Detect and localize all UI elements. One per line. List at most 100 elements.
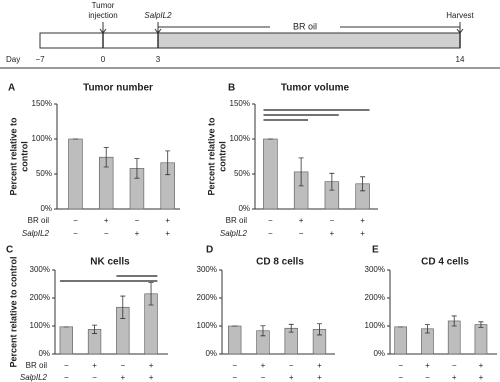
condition-marker: + bbox=[92, 361, 97, 370]
condition-marker: − bbox=[425, 373, 430, 382]
condition-marker: − bbox=[452, 361, 457, 370]
condition-marker: + bbox=[452, 373, 457, 382]
error-bar bbox=[103, 147, 109, 168]
y-tick-label: 100% bbox=[32, 134, 52, 143]
y-tick-label: 300% bbox=[365, 265, 385, 274]
condition-marker: + bbox=[261, 361, 266, 370]
error-bar bbox=[134, 158, 140, 179]
error-bar bbox=[329, 172, 335, 191]
panel-letter: E bbox=[372, 245, 379, 256]
error-bar bbox=[360, 176, 366, 192]
day-label: 0 bbox=[101, 55, 106, 64]
y-tick-label: 50% bbox=[36, 169, 52, 178]
condition-marker: + bbox=[317, 373, 322, 382]
condition-marker: − bbox=[92, 373, 97, 382]
row-label: BR oil bbox=[28, 216, 50, 225]
y-tick-label: 0% bbox=[238, 204, 250, 213]
row-label: SalpIL2 bbox=[220, 229, 248, 238]
y-axis-label: Percent relative to bbox=[8, 117, 18, 196]
condition-marker: + bbox=[135, 229, 140, 238]
condition-marker: − bbox=[398, 373, 403, 382]
bar bbox=[474, 324, 488, 355]
condition-marker: − bbox=[64, 373, 69, 382]
condition-marker: + bbox=[120, 373, 125, 382]
condition-marker: + bbox=[317, 361, 322, 370]
chart-title: Tumor volume bbox=[281, 83, 350, 94]
condition-marker: + bbox=[165, 216, 170, 225]
error-bar bbox=[148, 282, 154, 306]
event-label: Harvest bbox=[446, 11, 474, 20]
condition-marker: + bbox=[104, 216, 109, 225]
day-label: 14 bbox=[456, 55, 465, 64]
condition-marker: − bbox=[104, 229, 109, 238]
chart-title: NK cells bbox=[90, 257, 130, 268]
condition-marker: + bbox=[149, 361, 154, 370]
condition-marker: + bbox=[479, 361, 484, 370]
condition-marker: + bbox=[425, 361, 430, 370]
panel-letter: A bbox=[8, 83, 15, 94]
condition-marker: + bbox=[360, 229, 365, 238]
condition-marker: − bbox=[289, 361, 294, 370]
error-bar bbox=[120, 295, 126, 319]
condition-marker: − bbox=[232, 361, 237, 370]
timeline-axis-label: Day bbox=[6, 55, 20, 64]
condition-marker: + bbox=[149, 373, 154, 382]
row-label: BR oil bbox=[26, 361, 48, 370]
y-tick-label: 150% bbox=[32, 99, 52, 108]
bar bbox=[263, 138, 278, 210]
row-label: SalpIL2 bbox=[20, 373, 48, 382]
y-axis-label: control bbox=[217, 141, 227, 172]
error-bar bbox=[165, 150, 171, 176]
condition-marker: − bbox=[135, 216, 140, 225]
panel-letter: D bbox=[206, 245, 213, 256]
y-axis-label: Percent relative to control bbox=[8, 256, 18, 367]
error-bar bbox=[424, 324, 430, 334]
arrow-head bbox=[99, 28, 107, 34]
y-tick-label: 200% bbox=[197, 293, 217, 302]
error-bar bbox=[316, 323, 322, 336]
y-axis-label: control bbox=[19, 141, 29, 172]
condition-marker: − bbox=[299, 229, 304, 238]
condition-marker: + bbox=[289, 373, 294, 382]
event-label: SalpIL2 bbox=[144, 11, 172, 20]
condition-marker: − bbox=[73, 229, 78, 238]
error-bar bbox=[451, 315, 457, 327]
y-tick-label: 100% bbox=[30, 321, 50, 330]
y-tick-label: 300% bbox=[30, 265, 50, 274]
chart-title: CD 8 cells bbox=[256, 257, 304, 268]
condition-marker: − bbox=[73, 216, 78, 225]
panel-letter: C bbox=[6, 245, 13, 256]
panel-letter: B bbox=[228, 83, 235, 94]
day-label: −7 bbox=[35, 55, 45, 64]
error-bar bbox=[298, 157, 304, 187]
condition-marker: + bbox=[479, 373, 484, 382]
condition-marker: − bbox=[268, 216, 273, 225]
condition-marker: + bbox=[165, 229, 170, 238]
bar bbox=[59, 326, 73, 355]
y-tick-label: 150% bbox=[230, 99, 250, 108]
day-label: 3 bbox=[156, 55, 161, 64]
condition-marker: − bbox=[232, 373, 237, 382]
chart-title: Tumor number bbox=[83, 83, 153, 94]
error-bar bbox=[260, 325, 266, 337]
y-tick-label: 0% bbox=[40, 204, 52, 213]
condition-marker: + bbox=[299, 216, 304, 225]
y-tick-label: 0% bbox=[373, 349, 385, 358]
y-tick-label: 0% bbox=[38, 349, 50, 358]
error-bar bbox=[92, 324, 98, 334]
condition-marker: − bbox=[398, 361, 403, 370]
condition-marker: + bbox=[330, 229, 335, 238]
bar bbox=[68, 138, 83, 210]
y-tick-label: 100% bbox=[197, 321, 217, 330]
condition-marker: − bbox=[330, 216, 335, 225]
row-label: BR oil bbox=[226, 216, 248, 225]
error-bar bbox=[288, 323, 294, 333]
arrow-head bbox=[154, 28, 162, 34]
y-tick-label: 200% bbox=[30, 293, 50, 302]
chart-title: CD 4 cells bbox=[421, 257, 469, 268]
y-axis-label: Percent relative to bbox=[206, 117, 216, 196]
treatment-label: BR oil bbox=[293, 21, 317, 31]
condition-marker: − bbox=[261, 373, 266, 382]
